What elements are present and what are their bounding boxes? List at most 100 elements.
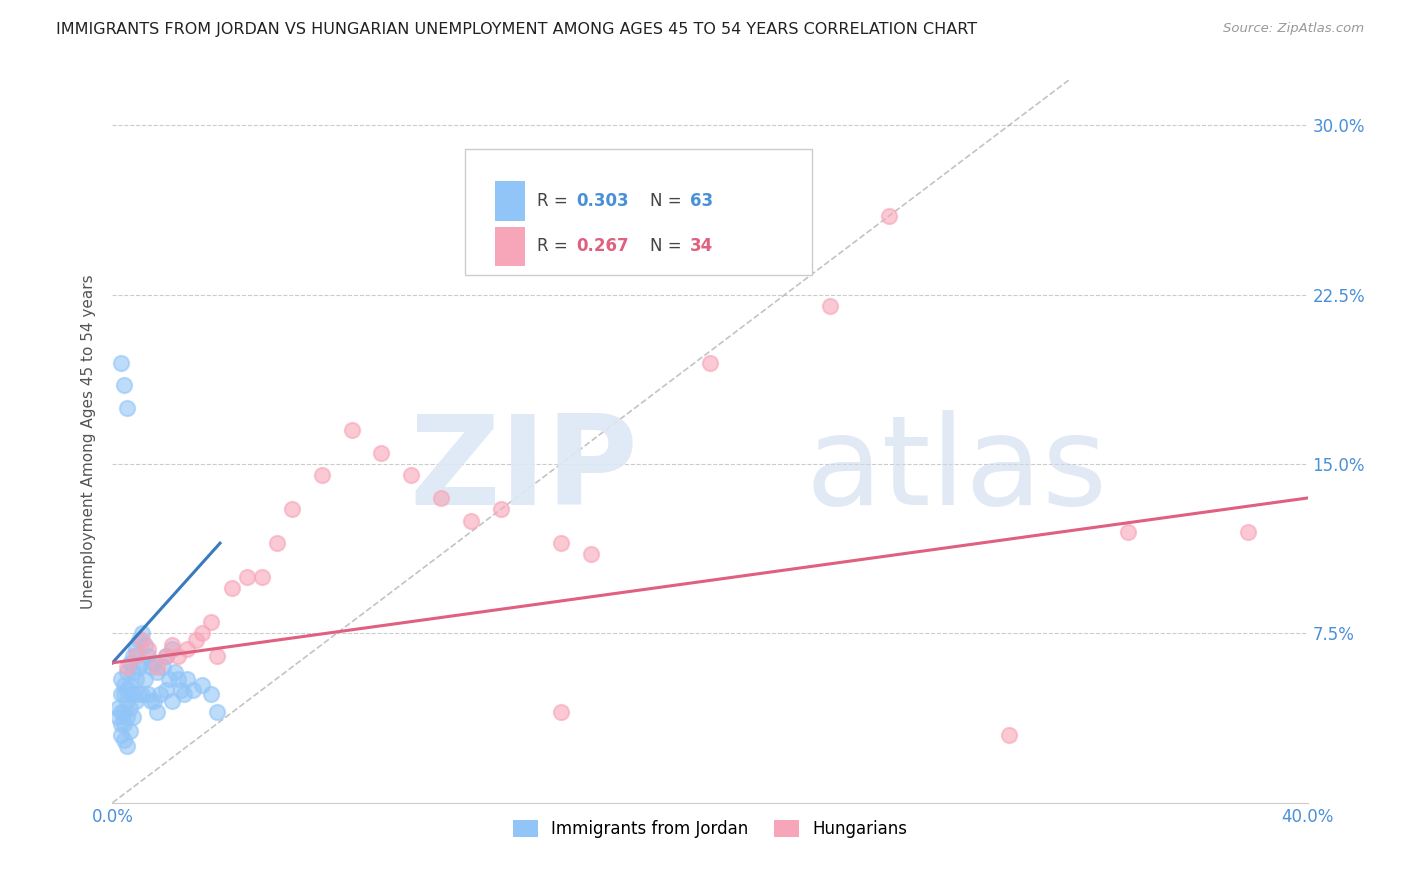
FancyBboxPatch shape — [495, 227, 524, 267]
Text: R =: R = — [537, 237, 572, 255]
Point — [191, 626, 214, 640]
Point — [117, 682, 139, 697]
Point — [114, 687, 135, 701]
Point — [110, 355, 132, 369]
Point — [125, 672, 148, 686]
Y-axis label: Unemployment Among Ages 45 to 54 years: Unemployment Among Ages 45 to 54 years — [80, 274, 96, 609]
Point — [550, 536, 572, 550]
Point — [125, 648, 148, 663]
Point — [155, 682, 177, 697]
Point — [173, 687, 195, 701]
Point — [162, 638, 183, 652]
Point — [143, 694, 166, 708]
Point — [998, 728, 1021, 742]
Text: atlas: atlas — [806, 410, 1108, 531]
Point — [120, 656, 142, 670]
Point — [125, 642, 148, 657]
Point — [122, 648, 145, 663]
Point — [143, 656, 166, 670]
Point — [550, 706, 572, 720]
Point — [460, 514, 482, 528]
Point — [107, 710, 129, 724]
Point — [162, 642, 183, 657]
Point — [205, 648, 228, 663]
Point — [131, 687, 153, 701]
Point — [186, 633, 208, 648]
Point — [281, 502, 304, 516]
Point — [120, 678, 142, 692]
Point — [157, 672, 180, 686]
Text: 34: 34 — [690, 237, 713, 255]
Point — [125, 694, 148, 708]
Text: 0.267: 0.267 — [576, 237, 628, 255]
Point — [311, 468, 333, 483]
Text: IMMIGRANTS FROM JORDAN VS HUNGARIAN UNEMPLOYMENT AMONG AGES 45 TO 54 YEARS CORRE: IMMIGRANTS FROM JORDAN VS HUNGARIAN UNEM… — [56, 22, 977, 37]
Text: ZIP: ZIP — [409, 410, 638, 531]
Point — [221, 582, 243, 596]
Text: 63: 63 — [690, 192, 713, 210]
Point — [370, 446, 392, 460]
Point — [236, 570, 259, 584]
Point — [152, 660, 174, 674]
Point — [114, 732, 135, 747]
Point — [117, 694, 139, 708]
Point — [128, 687, 150, 701]
Point — [122, 687, 145, 701]
Point — [134, 638, 156, 652]
Point — [146, 665, 169, 679]
Point — [107, 701, 129, 715]
Text: N =: N = — [651, 192, 688, 210]
Point — [250, 570, 273, 584]
Point — [110, 706, 132, 720]
Point — [818, 299, 841, 313]
Point — [176, 672, 198, 686]
Point — [141, 660, 163, 674]
Point — [110, 687, 132, 701]
Point — [579, 548, 602, 562]
Point — [165, 665, 187, 679]
Point — [181, 682, 204, 697]
Point — [162, 694, 183, 708]
Point — [146, 660, 169, 674]
Point — [114, 706, 135, 720]
Point — [120, 723, 142, 738]
FancyBboxPatch shape — [495, 181, 524, 221]
Point — [167, 648, 190, 663]
Point — [138, 648, 160, 663]
Point — [117, 401, 139, 415]
Point — [138, 687, 160, 701]
Point — [117, 660, 139, 674]
Text: R =: R = — [537, 192, 572, 210]
Point — [155, 648, 177, 663]
Point — [430, 491, 453, 505]
Point — [155, 648, 177, 663]
Point — [110, 672, 132, 686]
Point — [699, 355, 721, 369]
Point — [141, 694, 163, 708]
Text: N =: N = — [651, 237, 688, 255]
Point — [128, 633, 150, 648]
Point — [200, 687, 222, 701]
Text: 0.303: 0.303 — [576, 192, 628, 210]
Point — [1237, 524, 1260, 539]
Text: Source: ZipAtlas.com: Source: ZipAtlas.com — [1223, 22, 1364, 36]
Point — [110, 716, 132, 731]
Point — [205, 706, 228, 720]
Point — [200, 615, 222, 630]
Point — [117, 710, 139, 724]
Legend: Immigrants from Jordan, Hungarians: Immigrants from Jordan, Hungarians — [506, 814, 914, 845]
Point — [176, 642, 198, 657]
Point — [266, 536, 288, 550]
Point — [114, 716, 135, 731]
Point — [170, 682, 193, 697]
Point — [117, 665, 139, 679]
Point — [1118, 524, 1140, 539]
Point — [167, 672, 190, 686]
Point — [340, 423, 363, 437]
Point — [110, 728, 132, 742]
Point — [114, 678, 135, 692]
Point — [120, 701, 142, 715]
Point — [122, 710, 145, 724]
Point — [114, 378, 135, 392]
Point — [128, 660, 150, 674]
